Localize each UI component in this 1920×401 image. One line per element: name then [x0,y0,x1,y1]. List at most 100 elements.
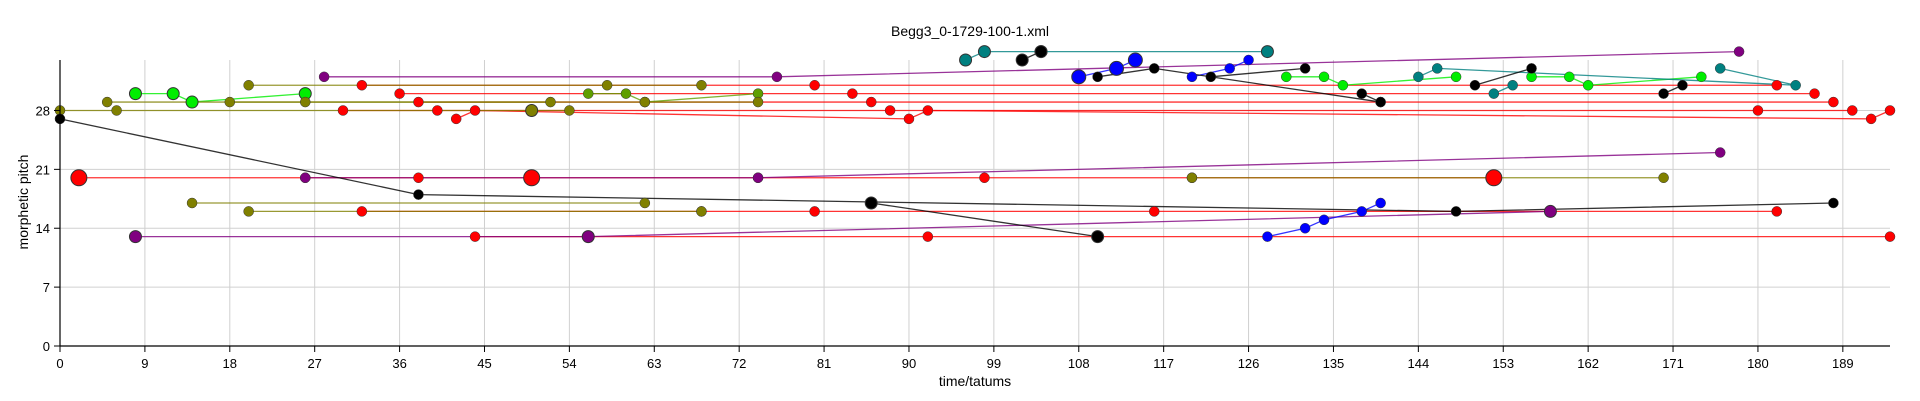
data-point [432,105,443,116]
data-point [1318,71,1330,83]
series-line-31 [871,202,1098,238]
chart-title: Begg3_0-1729-100-1.xml [891,23,1049,39]
data-point [469,105,481,116]
x-tick-label: 189 [1832,356,1854,371]
data-point [1752,105,1764,116]
series-line-8 [135,92,306,103]
x-tick-label: 180 [1747,356,1769,371]
data-point [1564,71,1575,83]
x-tick-label: 153 [1492,356,1514,371]
data-point [413,96,424,108]
x-tick-label: 54 [562,356,576,371]
data-point [1224,63,1235,74]
series-line-33 [1474,67,1532,86]
data-point [1092,71,1103,83]
x-tick-label: 171 [1662,356,1684,371]
data-point [1828,96,1839,108]
data-point [977,45,991,59]
data-point [1337,79,1349,91]
data-point [413,172,424,184]
data-point [545,96,556,108]
data-point [450,113,462,125]
data-point [1091,230,1105,244]
data-point [1262,231,1273,242]
data-point [903,113,915,125]
series-line-30 [1210,67,1306,78]
data-point [1243,54,1254,66]
data-point [1015,53,1029,67]
data-point [564,105,575,116]
data-point [1507,79,1518,91]
data-point [224,96,236,108]
data-point [101,96,113,108]
data-point [243,79,254,91]
data-point [1809,88,1820,99]
x-tick-label: 99 [987,356,1001,371]
data-point [1828,197,1839,209]
data-point [413,189,424,200]
series-line-7 [455,109,1891,120]
data-point [1148,63,1160,74]
data-point [865,96,877,108]
data-point [1696,71,1707,83]
data-point [1281,71,1292,83]
data-point [979,172,990,184]
data-point [523,169,541,187]
y-tick-label: 7 [43,280,50,295]
data-point [864,196,878,210]
series-line-22 [965,50,1268,61]
data-point [1865,113,1877,125]
x-tick-label: 0 [56,356,63,371]
data-point [166,87,180,101]
data-point [525,103,539,117]
data-point [1375,197,1386,209]
data-point [847,88,858,99]
data-point [1260,45,1274,59]
data-point [469,231,481,242]
data-point [809,206,820,217]
data-point [1450,71,1462,83]
y-tick-label: 21 [36,162,50,177]
data-point [1356,206,1368,217]
data-point [1356,88,1368,99]
series-line-20 [305,151,1721,179]
data-point [1071,69,1087,85]
data-point [356,79,368,91]
series-line-23 [1418,67,1796,86]
data-point [1771,206,1783,217]
data-point [186,197,198,209]
data-point [185,95,199,109]
x-tick-label: 45 [477,356,491,371]
data-point [111,105,122,116]
x-tick-label: 117 [1153,356,1174,371]
y-tick-label: 28 [36,103,50,118]
y-tick-label: 0 [43,339,50,354]
y-tick-labels: 0 7 14 21 28 [36,103,60,354]
series-lines [59,50,1891,238]
data-point [356,206,368,217]
data-point [1658,172,1669,184]
x-tick-label: 144 [1407,356,1429,371]
data-point [922,231,934,242]
data-point [639,197,651,209]
x-tick-label: 90 [902,356,916,371]
data-point [1714,147,1726,158]
data-point [696,206,707,217]
data-point [1714,63,1726,74]
x-tick-label: 162 [1577,356,1599,371]
x-tick-label: 27 [307,356,321,371]
data-point [1677,79,1688,91]
data-point [1205,71,1217,83]
data-point [1127,52,1143,68]
data-point [1450,206,1462,217]
data-point [1488,88,1500,99]
data-point [1431,63,1443,74]
data-point [1318,214,1330,226]
x-tick-label: 72 [732,356,746,371]
data-point [1847,105,1858,116]
x-tick-label: 9 [141,356,148,371]
x-tick-label: 81 [817,356,831,371]
data-point [884,105,896,116]
data-point [1582,79,1594,91]
